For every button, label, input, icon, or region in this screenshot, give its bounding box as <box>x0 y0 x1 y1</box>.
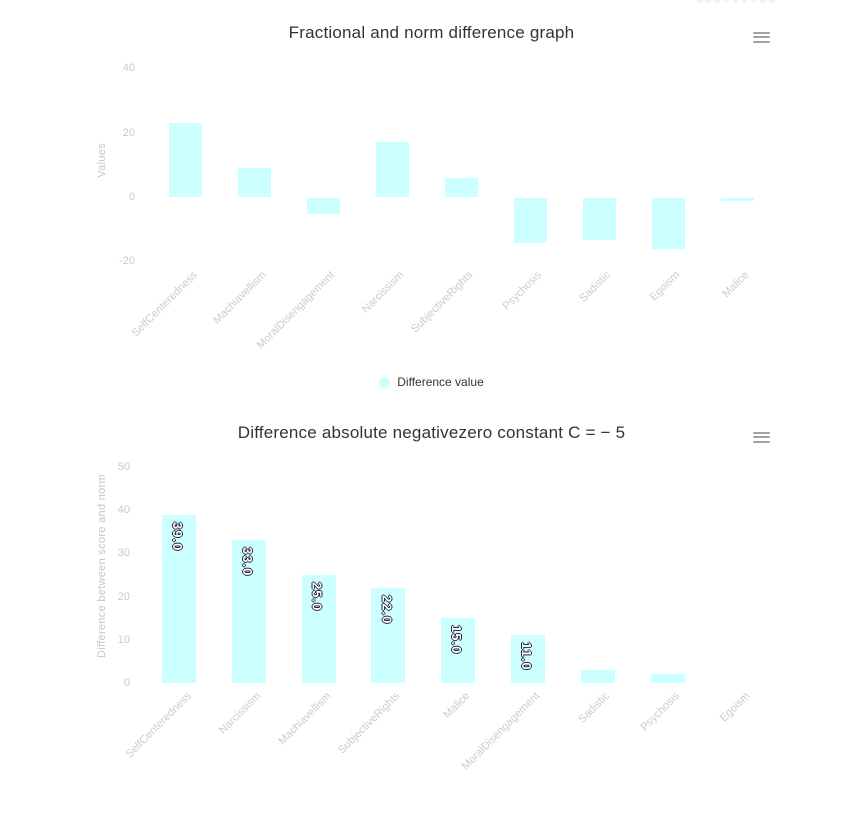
chart-difference-absolute-negativezero: Difference absolute negativezero constan… <box>0 400 863 822</box>
x-axis-category-label: SubjectiveRights <box>409 269 476 336</box>
clipped-ui-artifact <box>697 0 775 3</box>
bar-data-label: 11.0 <box>519 642 534 672</box>
bar-selfcenteredness[interactable] <box>162 514 196 683</box>
x-axis-category-label: Narcissism <box>359 269 407 316</box>
bar-selfcenteredness[interactable] <box>168 123 202 197</box>
legend-marker-icon <box>379 376 391 388</box>
x-axis-category-label: SelfCenteredness <box>123 690 194 761</box>
bar-machiavellism[interactable] <box>301 575 336 683</box>
y-axis-title: Values <box>96 143 108 178</box>
x-axis-category-label: Machiavellism <box>275 690 334 748</box>
x-axis-category-label: Malice <box>720 269 752 300</box>
bar-data-label: 22.0 <box>379 594 395 625</box>
bar-sadistic[interactable] <box>582 198 616 240</box>
hamburger-menu-icon <box>752 429 770 445</box>
bar-malice[interactable] <box>720 198 754 201</box>
bar-moraldisengagement[interactable] <box>306 198 340 214</box>
legend-item-difference-value[interactable]: Difference value <box>0 375 863 389</box>
y-axis-tick-label: 10 <box>117 633 130 646</box>
bar-machiavellism[interactable] <box>237 168 271 198</box>
y-axis-tick-label: 40 <box>117 504 130 517</box>
y-axis-tick-label: 20 <box>117 590 130 603</box>
bar-psychosis[interactable] <box>650 674 685 684</box>
plot-area: Values 40 20 0 -20 SelfCenteredness Machiavell… <box>0 0 863 400</box>
x-axis-category-label: SubjectiveRights <box>336 690 403 757</box>
bar-malice[interactable] <box>441 618 476 684</box>
x-axis-category-label: Narcissism <box>216 690 264 737</box>
plot-area: Difference between score and norm 50 40 30 2… <box>0 400 863 822</box>
bar-narcissism[interactable] <box>231 540 266 684</box>
y-axis-tick-label: -20 <box>119 255 135 268</box>
bar-moraldisengagement[interactable] <box>511 635 545 684</box>
x-axis-category-label: Machiavellism <box>211 269 269 327</box>
y-axis-tick-label: 30 <box>117 547 130 560</box>
bar-sadistic[interactable] <box>580 670 615 684</box>
bar-data-label: 33.0 <box>239 547 255 577</box>
y-axis-tick-label: 0 <box>128 191 135 203</box>
bar-subjectiverights[interactable] <box>371 587 406 683</box>
x-axis-category-label: SelfCenteredness <box>129 269 200 340</box>
chart-title: Difference absolute negativezero constan… <box>237 423 626 442</box>
chart-fractional-norm-difference: Fractional and norm difference graph Val… <box>0 0 863 400</box>
bar-narcissism[interactable] <box>375 142 409 198</box>
x-axis-category-label: Sadistic <box>576 690 613 726</box>
x-axis-category-label: Malice <box>441 690 473 721</box>
x-axis-category-label: MoralDisengagement <box>255 269 338 352</box>
chart-context-menu-button[interactable] <box>747 25 775 49</box>
y-axis-tick-label: 0 <box>123 677 130 689</box>
x-axis-category-label: Psychosis <box>500 269 545 313</box>
bar-psychosis[interactable] <box>513 198 547 243</box>
x-axis-category-label: Psychosis <box>638 690 683 734</box>
y-axis-tick-label: 20 <box>122 126 135 139</box>
bar-subjectiverights[interactable] <box>444 177 478 197</box>
x-axis-category-label: MoralDisengagement <box>460 690 543 773</box>
x-axis-category-label: Sadistic <box>577 269 614 305</box>
y-axis-title: Difference between score and norm <box>96 474 108 658</box>
y-axis-tick-label: 40 <box>122 62 135 75</box>
x-axis-category-label: Egoism <box>717 690 752 725</box>
chart-context-menu-button[interactable] <box>747 425 775 449</box>
legend-label: Difference value <box>397 375 484 389</box>
bar-data-label: 25.0 <box>309 582 325 612</box>
bar-data-label: 15.0 <box>449 625 465 655</box>
hamburger-menu-icon <box>752 29 770 45</box>
chart-title: Fractional and norm difference graph <box>288 23 575 42</box>
bar-egoism[interactable] <box>651 198 685 249</box>
x-axis-category-label: Egoism <box>648 269 683 304</box>
y-axis-tick-label: 50 <box>117 461 130 473</box>
bar-data-label: 39.0 <box>170 521 185 551</box>
